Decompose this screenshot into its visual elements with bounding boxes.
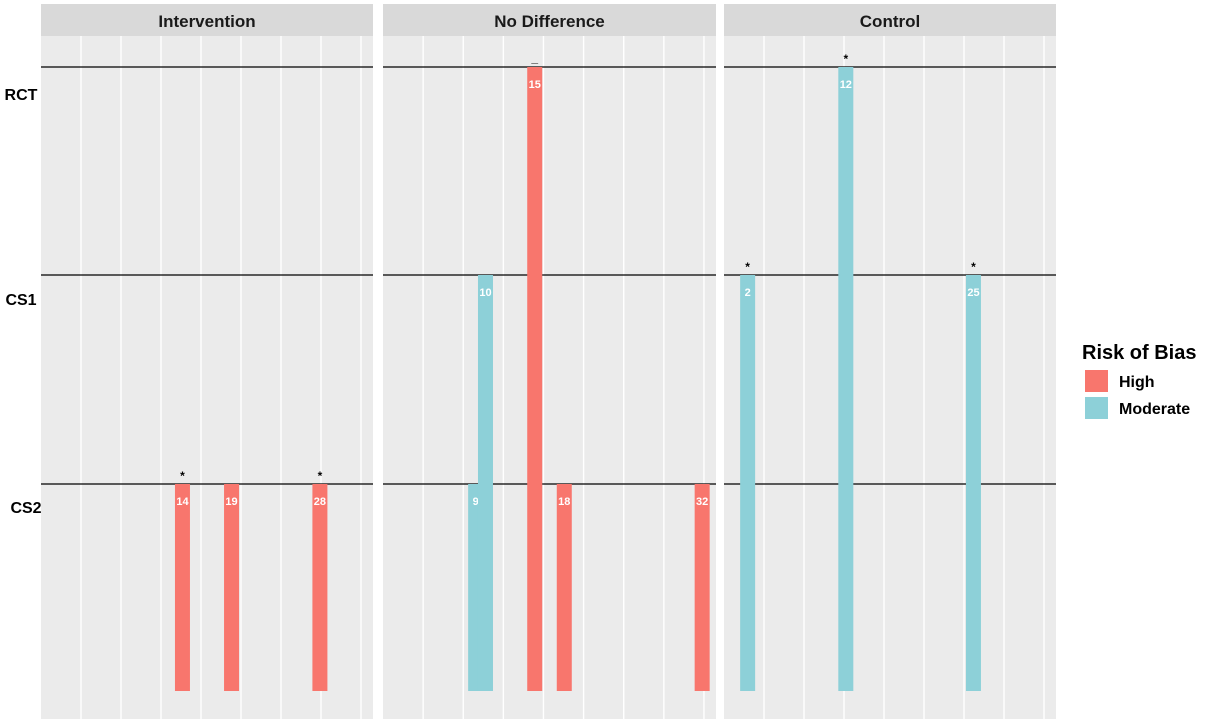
bar-14 bbox=[174, 484, 190, 691]
legend-title: Risk of Bias bbox=[1082, 342, 1196, 364]
facet-title-no-difference: No Difference bbox=[494, 12, 605, 31]
facet-title-intervention: Intervention bbox=[158, 12, 255, 31]
panel-background-no-difference bbox=[383, 36, 716, 719]
bar-label-10: 10 bbox=[479, 287, 491, 299]
row-label-rct: RCT bbox=[5, 87, 38, 104]
bar-label-32: 32 bbox=[696, 496, 708, 508]
bar-mark-25: * bbox=[971, 260, 976, 274]
bar-label-28: 28 bbox=[314, 496, 326, 508]
row-label-cs2: CS2 bbox=[10, 500, 41, 517]
bar-label-15: 15 bbox=[529, 79, 541, 91]
bar-25 bbox=[965, 275, 981, 691]
bar-mark-15: _ bbox=[530, 51, 538, 65]
bar-10 bbox=[477, 275, 493, 691]
bar-label-18: 18 bbox=[558, 496, 570, 508]
bar-15 bbox=[527, 67, 543, 691]
panel-background-control bbox=[724, 36, 1056, 719]
bar-mark-14: * bbox=[180, 469, 185, 483]
facet-strip-control bbox=[724, 4, 1056, 36]
bar-mark-12: * bbox=[843, 52, 848, 66]
facet-strip-no-difference bbox=[383, 4, 716, 36]
facet-strip-intervention bbox=[41, 4, 373, 36]
legend-swatch-moderate bbox=[1085, 397, 1108, 419]
bar-2 bbox=[740, 275, 756, 691]
legend-label-moderate: Moderate bbox=[1119, 401, 1190, 418]
bar-label-9: 9 bbox=[473, 496, 479, 508]
bar-32 bbox=[694, 484, 710, 691]
bar-28 bbox=[312, 484, 328, 691]
bar-label-2: 2 bbox=[745, 287, 751, 299]
bar-12 bbox=[838, 67, 854, 691]
row-label-cs1: CS1 bbox=[5, 292, 36, 309]
bar-19 bbox=[224, 484, 240, 691]
bar-label-19: 19 bbox=[225, 496, 237, 508]
bar-18 bbox=[556, 484, 572, 691]
bar-mark-2: * bbox=[745, 260, 750, 274]
bar-label-12: 12 bbox=[840, 79, 852, 91]
facet-title-control: Control bbox=[860, 12, 920, 31]
bar-label-25: 25 bbox=[967, 287, 979, 299]
bar-label-14: 14 bbox=[176, 496, 189, 508]
legend-swatch-high bbox=[1085, 370, 1108, 392]
bar-mark-28: * bbox=[318, 469, 323, 483]
legend-label-high: High bbox=[1119, 374, 1155, 391]
